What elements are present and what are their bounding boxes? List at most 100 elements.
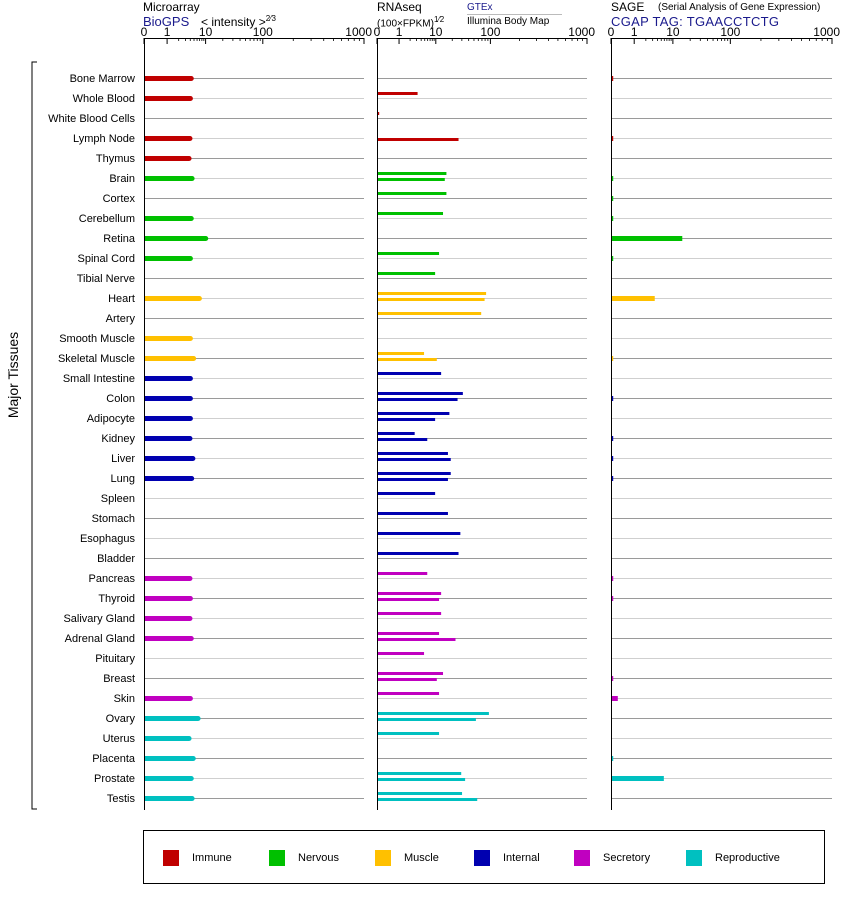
bracket-line — [31, 61, 37, 810]
bar-1-1-28 — [378, 638, 456, 641]
bar-0-0-34 — [145, 756, 194, 761]
tissue-label: Bone Marrow — [70, 73, 135, 85]
legend-item-muscle: Muscle — [375, 850, 439, 866]
bar-cap-14 — [191, 356, 197, 361]
bar-1-1-18 — [378, 438, 428, 441]
rnaseq-source-gtex: GTEx — [467, 2, 562, 15]
tissue-label: Cerebellum — [79, 213, 135, 225]
tissue-label: Pituitary — [95, 653, 135, 665]
bar-1-0-16 — [378, 392, 463, 395]
x-tick-label: 1 — [631, 25, 638, 39]
bar-1-1-20 — [378, 478, 448, 481]
microarray-title: Microarray — [143, 0, 200, 14]
bar-1-0-19 — [378, 452, 448, 455]
tissue-label: Heart — [108, 293, 135, 305]
bar-cap-26 — [187, 596, 193, 601]
rnaseq-metric-prefix: (100×FPKM) — [377, 18, 434, 30]
bar-0-0-7 — [145, 216, 192, 221]
bar-cap-11 — [196, 296, 202, 301]
rnaseq-source-illumina: Illumina Body Map — [467, 16, 550, 27]
bar-1-0-35 — [378, 772, 462, 775]
bar-1-0-24 — [378, 552, 459, 555]
bar-1-0-22 — [378, 512, 448, 515]
bar-1-0-26 — [378, 592, 442, 595]
tissue-label: Brain — [109, 173, 135, 185]
bar-2-0-18 — [612, 436, 614, 441]
bar-0-0-15 — [145, 376, 191, 381]
bar-cap-16 — [187, 396, 193, 401]
tissue-label: Prostate — [94, 773, 135, 785]
bar-1-0-6 — [378, 192, 447, 195]
bar-0-0-26 — [145, 596, 191, 601]
bar-cap-3 — [187, 136, 193, 141]
microarray-metric: < intensity >2⁄3 — [201, 14, 276, 29]
microarray-metric-power: 2⁄3 — [265, 14, 276, 23]
legend: Immune Nervous Muscle Internal Secretory… — [143, 830, 825, 884]
bar-2-0-7 — [612, 216, 614, 221]
bar-0-0-25 — [145, 576, 190, 581]
tissue-label: Uterus — [103, 733, 136, 745]
bar-cap-13 — [187, 336, 193, 341]
bar-1-0-5 — [378, 172, 447, 175]
x-tick-label: 10 — [429, 25, 443, 39]
bar-2-0-20 — [612, 476, 614, 481]
legend-swatch-reproductive — [686, 850, 702, 866]
bar-2-0-19 — [612, 456, 614, 461]
bar-1-0-7 — [378, 212, 444, 215]
sage-tag: CGAP TAG: TGAACCTCTG — [611, 14, 780, 29]
bar-1-0-27 — [378, 612, 442, 615]
bar-0-0-11 — [145, 296, 200, 301]
bar-0-0-4 — [145, 156, 190, 161]
major-tissues-label: Major Tissues — [5, 332, 21, 418]
bar-1-1-17 — [378, 418, 436, 421]
tissue-label: Esophagus — [80, 533, 136, 545]
bar-0-0-13 — [145, 336, 191, 341]
bar-2-0-6 — [612, 196, 614, 201]
sage-title: SAGE — [611, 0, 645, 14]
rnaseq-metric: (100×FPKM)1⁄2 — [377, 15, 444, 29]
bar-0-0-8 — [145, 236, 206, 241]
tissue-label: Retina — [103, 233, 136, 245]
bar-0-0-18 — [145, 436, 190, 441]
axes: 0 1 10 100 1000 0 1 10 100 1000 0 1 10 100 1000 — [141, 25, 840, 810]
legend-swatch-nervous — [269, 850, 285, 866]
bar-1-0-25 — [378, 572, 428, 575]
bar-0-0-16 — [145, 396, 191, 401]
bar-1-1-30 — [378, 678, 437, 681]
bar-0-0-14 — [145, 356, 194, 361]
bar-1-0-9 — [378, 252, 440, 255]
microarray-source: BioGPS — [143, 14, 190, 29]
tissue-label: Lung — [111, 473, 135, 485]
legend-swatch-internal — [474, 850, 490, 866]
tissue-label: Smooth Muscle — [59, 333, 135, 345]
tissue-label: Thymus — [96, 153, 136, 165]
x-tick-label: 1000 — [345, 25, 372, 39]
bar-0-0-19 — [145, 456, 193, 461]
bar-1-0-11 — [378, 292, 487, 295]
bar-0-0-1 — [145, 96, 191, 101]
tissue-label: Adrenal Gland — [65, 633, 135, 645]
bar-1-0-21 — [378, 492, 436, 495]
bar-0-0-31 — [145, 696, 191, 701]
bar-cap-35 — [188, 776, 194, 781]
legend-label-internal: Internal — [503, 852, 540, 864]
bar-1-0-29 — [378, 652, 425, 655]
bar-1-0-32 — [378, 712, 489, 715]
legend-item-nervous: Nervous — [269, 850, 339, 866]
x-tick-label: 0 — [608, 25, 615, 39]
bar-2-0-14 — [612, 356, 614, 361]
tissue-label: Tibial Nerve — [77, 273, 135, 285]
bar-cap-19 — [190, 456, 196, 461]
bar-cap-28 — [188, 636, 194, 641]
bar-cap-9 — [187, 256, 193, 261]
tissue-label: Skin — [114, 693, 135, 705]
bar-2-0-3 — [612, 136, 614, 141]
bar-1-1-32 — [378, 718, 476, 721]
bar-cap-7 — [188, 216, 194, 221]
bar-cap-34 — [190, 756, 196, 761]
bar-cap-20 — [189, 476, 195, 481]
bar-1-0-31 — [378, 692, 440, 695]
bar-1-1-36 — [378, 798, 478, 801]
bar-2-0-8 — [612, 236, 683, 241]
bar-2-0-0 — [612, 76, 614, 81]
